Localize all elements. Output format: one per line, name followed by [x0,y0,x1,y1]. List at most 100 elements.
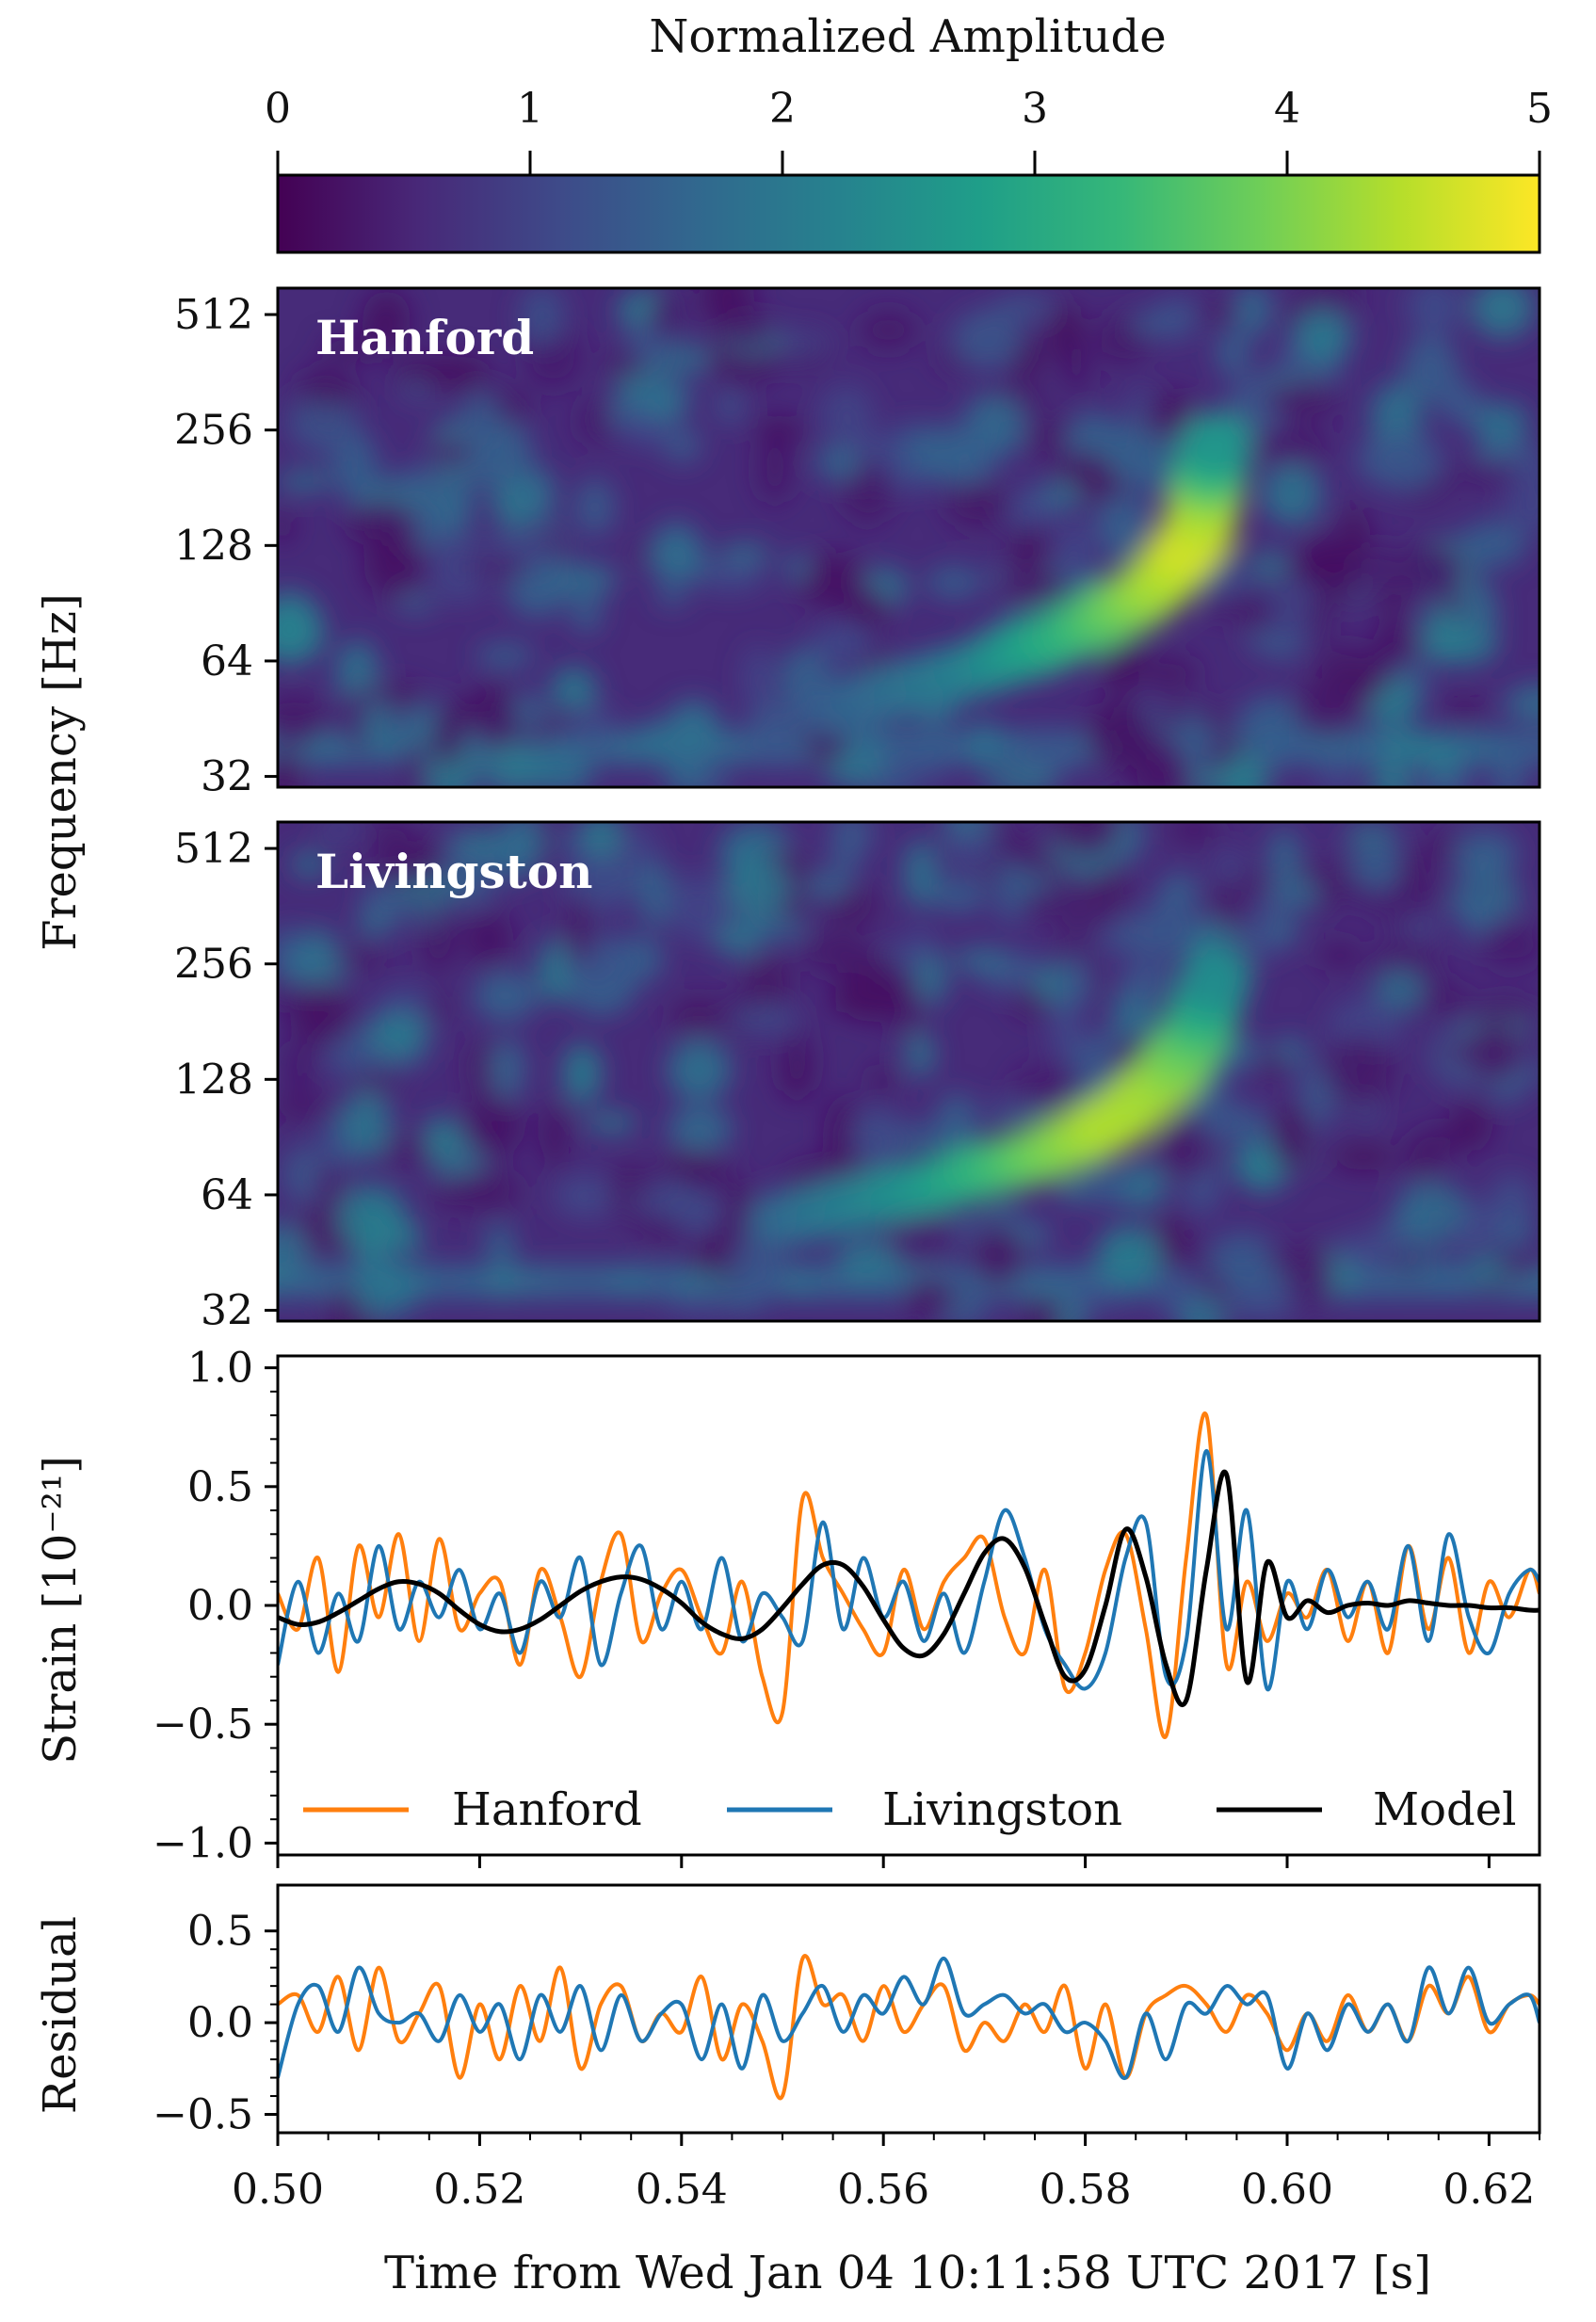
spectrogram-cell [1315,939,1364,972]
spectrogram-cell [475,643,536,669]
spectrogram-cell [1448,1101,1493,1151]
spectrogram-cell [483,748,543,787]
colorbar-tick-label: 4 [1274,85,1300,133]
spectrogram-cell [462,555,535,578]
spectrogram-cell [467,1040,499,1099]
spectrogram-cell [1400,1259,1468,1294]
spectrogram-cell [916,950,948,1006]
spectrogram-cell [826,992,897,1014]
spectrogram-cell [554,1174,619,1218]
spectrogram-cell [519,288,565,346]
spectrogram-cell [524,556,557,575]
spectrogram-cell [1407,288,1463,335]
colorbar-tick-label: 1 [517,85,543,133]
spectrogram-cell [278,514,297,540]
spectrogram-cell [818,383,875,446]
spectrogram-cell [1057,954,1092,1012]
spectrogram-cell [906,1031,935,1078]
spectrogram-cell [540,1101,570,1169]
spectrogram-cell [952,947,1013,973]
spectrogram-cell [314,1164,347,1201]
spectrogram-cell [858,309,919,350]
spectrogram-cell [1096,1224,1162,1283]
series-group [278,1411,1540,1739]
spectrogram-cell [730,1232,785,1303]
spectrogram-cell [1439,379,1476,407]
spectrogram-cell [1322,1036,1396,1106]
spectrogram-cell [903,839,939,909]
spectrogram-cell [835,1238,907,1276]
spectrogram-cell [925,566,983,599]
spectrogram-cell [846,588,892,633]
spectrogram-cell [577,398,619,445]
spectrogram-cell [1143,653,1200,695]
spectrogram-cell [627,1188,701,1215]
spectrogram-cell [278,1221,309,1288]
colorbar-tick-label: 2 [769,85,796,133]
spectrogram-cell [278,602,325,665]
spectrogram-cell [443,469,474,537]
y-tick-label: 0.5 [187,1908,253,1956]
spectrogram-cell [1488,1077,1524,1104]
spectrogram-cell [667,1105,734,1152]
spectrogram-cell [1221,750,1269,787]
spectrogram-cell [868,1064,896,1098]
spectrogram-cell [994,295,1055,319]
spectrogram-cell [1057,550,1095,589]
colorbar [276,173,1541,254]
spectrogram-cell [1244,892,1286,962]
spectrogram-cell [393,356,466,385]
spectrogram-cell [1467,1022,1522,1082]
legend-entry: Hanford [452,1783,642,1836]
spectrogram-cell [908,424,971,478]
spectrogram-cell [1261,462,1323,526]
strain-panel: −1.0 −0.5 0.0 0.5 1.0 Hanford Livingston Model [153,1345,1541,1868]
spectrogram-cell [1214,848,1246,885]
spectrogram-cell [1049,891,1103,942]
spectrogram-cell [1225,1278,1299,1321]
colorbar-tick-label: 0 [265,85,291,133]
spectrogram-cell [290,982,353,1046]
spectrogram-cell [1084,1172,1133,1205]
spectrogram-cell [1493,1224,1535,1247]
spectrogram-cell [886,1207,955,1267]
spectrogram-cell [743,645,771,709]
spectrogram-cell [944,1219,985,1244]
spectrogram-cell [830,822,876,855]
y-tick-label: 0.0 [187,1582,253,1630]
residual-panel: −0.5 0.0 0.5 [153,1883,1541,2146]
spectrogram-cell [1282,1242,1335,1310]
spectrogram-cell [647,528,706,584]
spectrogram-cell [945,477,1013,530]
spectrogram-cell [1373,968,1427,1014]
spectrogram-cell [669,996,728,1037]
spectrogram-cell [1086,699,1153,770]
spectrogram-cell [1053,523,1096,559]
frequency-tick-label: 64 [201,1171,253,1219]
spectrogram-cell [1467,1252,1507,1283]
spectrogram-cell [1419,603,1461,665]
spectrogram-cell [765,331,832,354]
spectrogram-cell [814,623,875,660]
spectrogram-frame [276,286,1541,789]
chirp-cell [1180,412,1252,470]
y-tick-label: −0.5 [153,2091,253,2139]
spectrogram-cell [946,829,998,870]
spectrogram-cell [572,597,602,634]
spectrogram-cell [1454,868,1493,927]
spectrogram-cell [424,1115,457,1161]
time-tick-label: 0.52 [433,2166,525,2214]
spectrogram-cell [363,535,426,597]
spectrogram-cell [851,1106,902,1169]
y-tick-label: 1.0 [187,1345,253,1393]
spectrogram-cell [741,917,810,940]
spectrogram-cell [1268,878,1321,911]
spectrogram-cell [661,1150,719,1183]
spectrogram-cell [1109,421,1153,489]
plot-background [278,1885,1540,2133]
spectrogram-cell [1315,759,1361,787]
spectrogram-cell [1161,296,1202,331]
spectrogram-cell [489,1255,518,1301]
spectrogram-cell [473,970,539,1023]
spectrogram-cell [1167,822,1221,846]
